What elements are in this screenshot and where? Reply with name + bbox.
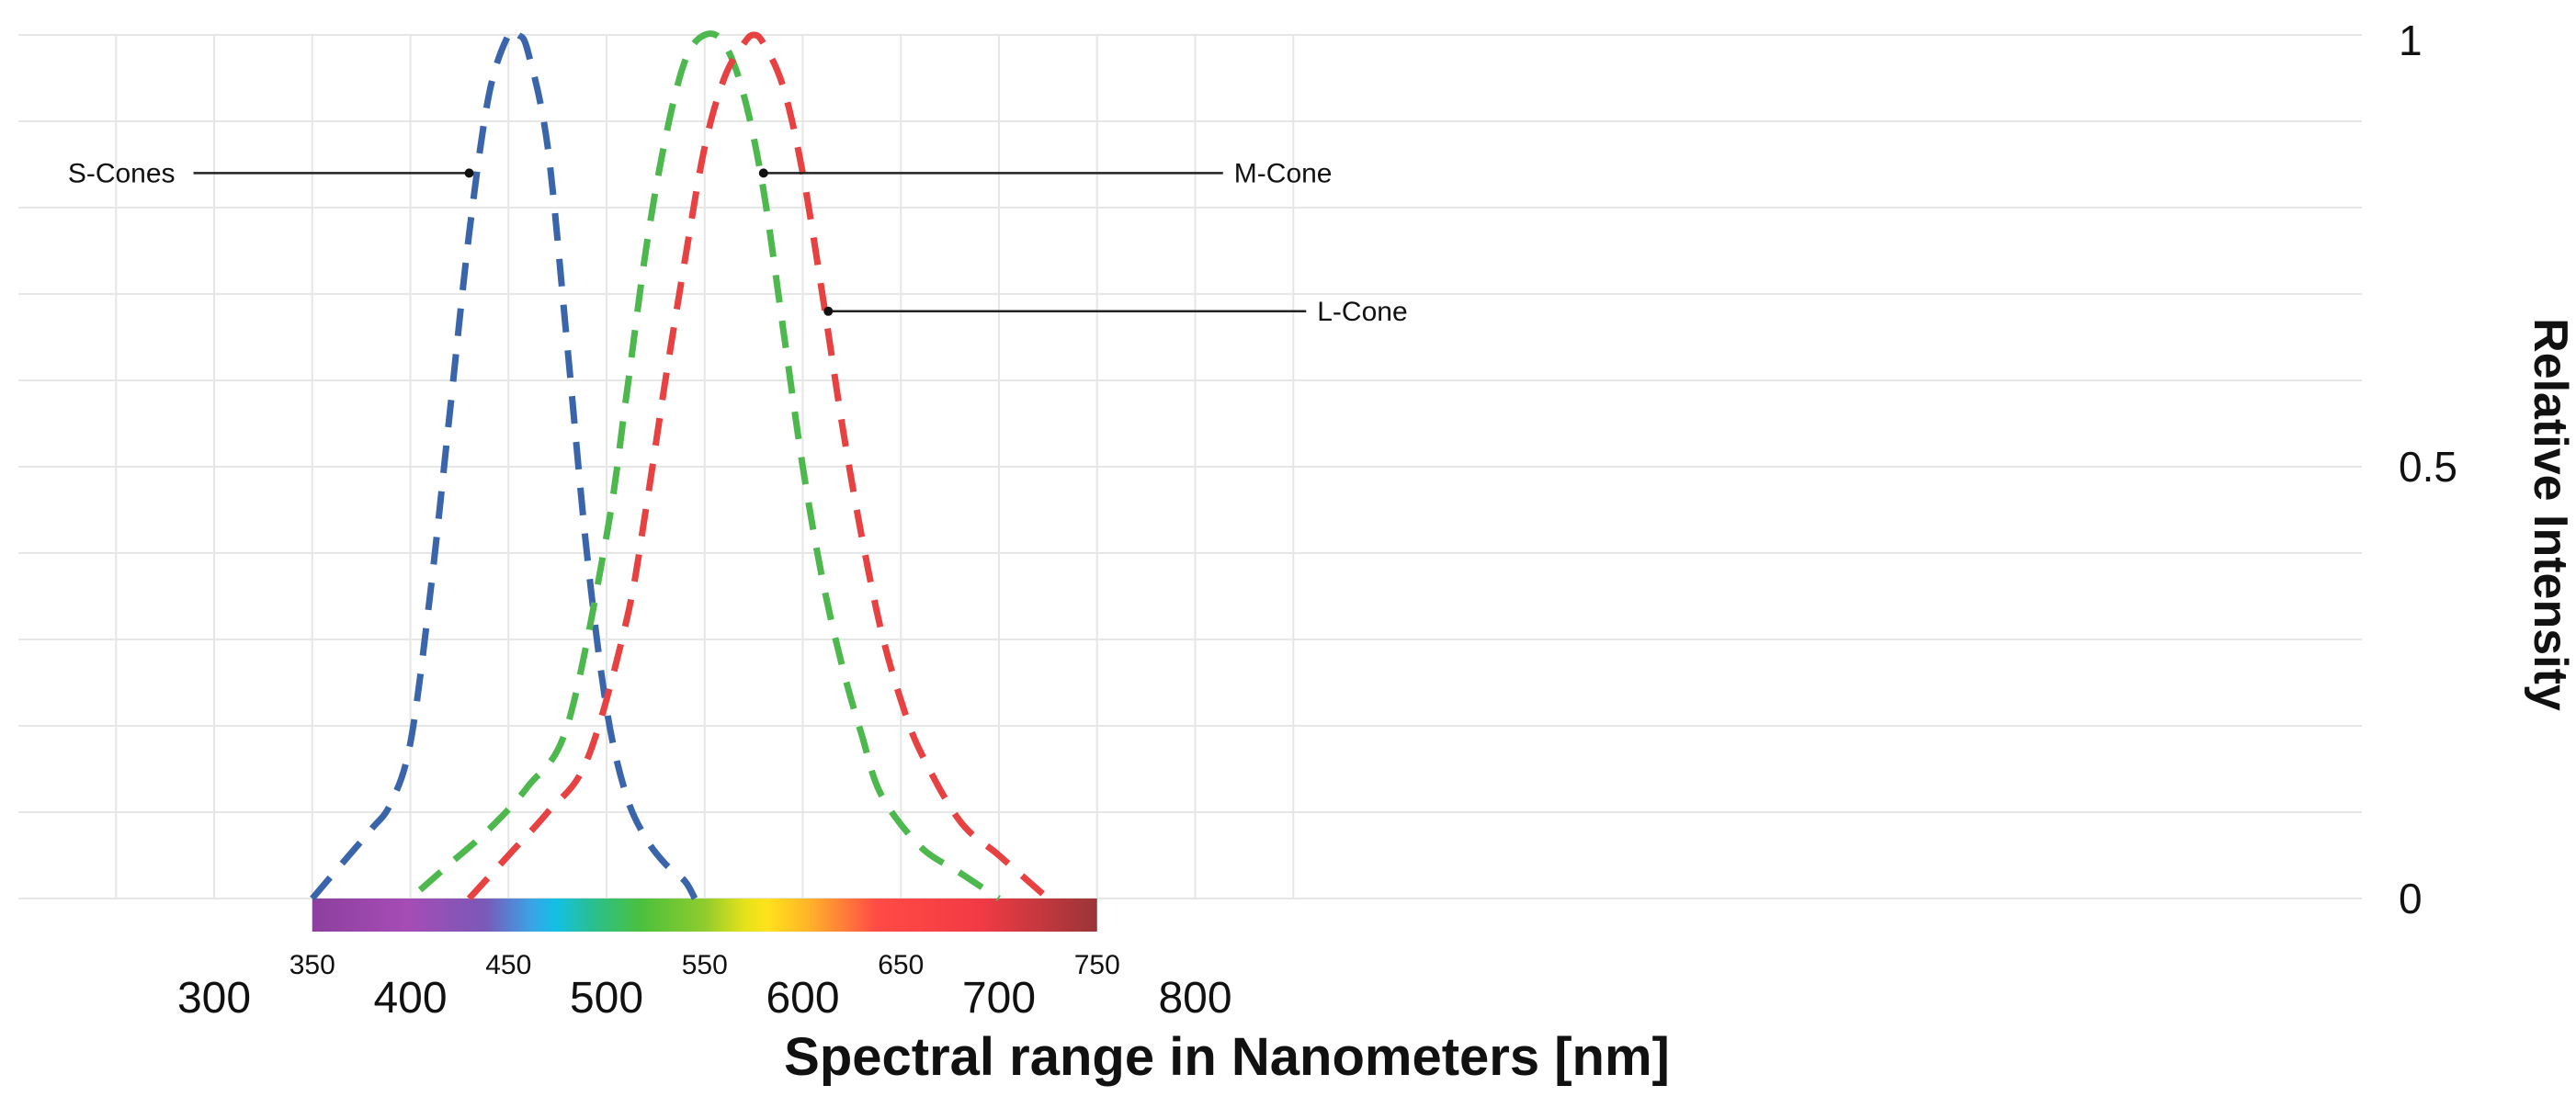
annotation-label-s-cones: S-Cones — [68, 158, 176, 188]
annotation-dot-m-cone — [758, 168, 768, 178]
series-layer — [310, 26, 1050, 901]
x-axis-title: Spectral range in Nanometers [nm] — [784, 1027, 1670, 1087]
x-tick-label: 800 — [1158, 974, 1231, 1023]
x-tick-label: 500 — [570, 974, 643, 1023]
x-tick-label: 600 — [766, 974, 839, 1023]
x-tick-label: 700 — [962, 974, 1036, 1023]
spectrum-tick-label: 650 — [878, 950, 924, 980]
series-line-m-cone — [417, 30, 1001, 901]
y-tick-label: 1 — [2399, 17, 2423, 64]
spectrum-bar-labels: 350 450 550 650 750 — [289, 950, 1120, 980]
spectrum-tick-label: 750 — [1074, 950, 1120, 980]
y-tick-label: 0.5 — [2399, 443, 2457, 491]
spectrum-tick-label: 450 — [485, 950, 531, 980]
series-line-s-cones — [310, 26, 698, 901]
spectrum-color-bar — [312, 899, 1097, 932]
spectrum-tick-label: 350 — [289, 950, 335, 980]
x-tick-label: 300 — [177, 974, 251, 1023]
annotation-label-l-cone: L-Cone — [1317, 297, 1407, 327]
annotation-dot-s-cones — [464, 168, 474, 178]
grid-lines — [18, 34, 2362, 899]
series-line-l-cone — [466, 31, 1050, 901]
y-axis-ticks: 00.51 — [2399, 17, 2457, 922]
x-tick-label: 400 — [373, 974, 447, 1023]
y-tick-label: 0 — [2399, 875, 2423, 922]
annotation-dot-l-cone — [823, 306, 834, 316]
y-axis-title: Relative Intensity — [2524, 318, 2576, 711]
spectrum-tick-label: 550 — [682, 950, 728, 980]
annotation-label-m-cone: M-Cone — [1234, 158, 1333, 188]
x-axis-ticks: 300 400 500 600 700 800 — [177, 974, 1232, 1023]
annotation-layer: S-Cones M-Cone L-Cone — [68, 158, 1408, 326]
